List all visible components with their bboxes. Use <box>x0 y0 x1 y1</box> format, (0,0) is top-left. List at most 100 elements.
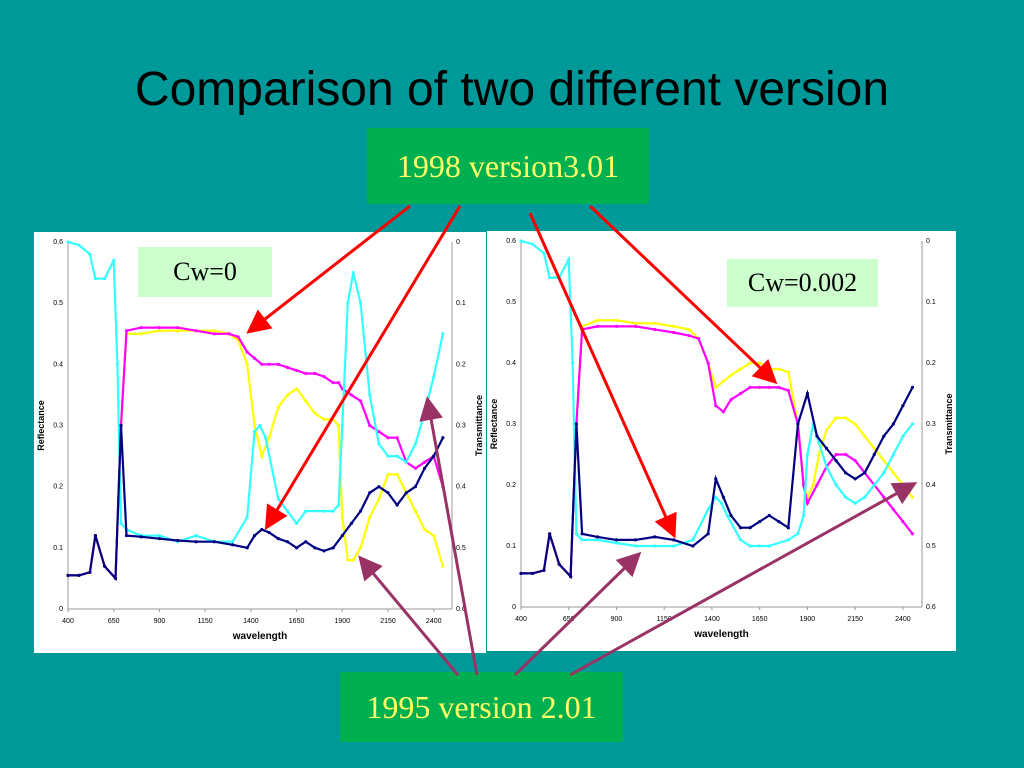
series-point-3 <box>230 543 235 547</box>
series-point-3 <box>824 446 829 450</box>
series-point-3 <box>891 422 895 426</box>
series-point-0 <box>891 471 895 475</box>
chart-cw0: 400 650 900 1150 1400 1650 1900 2150 2400 0 0.1 0.2… <box>36 239 484 642</box>
series-point-1 <box>706 361 710 365</box>
series-point-1 <box>395 436 399 440</box>
series-point-1 <box>805 501 810 505</box>
series-point-0 <box>824 428 829 432</box>
series-point-1 <box>422 460 427 464</box>
chart-panel-cw0: 400 650 900 1150 1400 1650 1900 2150 2400 0 0.1 0.2… <box>34 232 486 653</box>
series-point-3 <box>441 436 445 440</box>
series-point-3 <box>124 534 129 538</box>
series-point-2 <box>263 436 268 440</box>
series-point-2 <box>93 277 98 281</box>
series-point-0 <box>672 324 676 328</box>
series-point-3 <box>872 452 876 457</box>
series-point-1 <box>139 326 143 330</box>
series-point-2 <box>245 515 249 519</box>
version-1998-label: 1998 version3.01 <box>367 128 649 204</box>
series-point-1 <box>176 326 180 330</box>
series-point-0 <box>351 558 355 562</box>
series-point-0 <box>139 332 143 336</box>
series-point-2 <box>519 239 523 243</box>
series-point-0 <box>340 515 344 519</box>
series-point-1 <box>853 459 857 463</box>
series-point-3 <box>119 423 123 428</box>
series-point-1 <box>413 466 418 470</box>
y2-tick-label: 0 <box>926 238 930 245</box>
series-point-3 <box>721 495 726 499</box>
series-point-3 <box>260 527 264 532</box>
series-point-0 <box>614 318 619 322</box>
series-point-2 <box>595 538 599 542</box>
series-point-0 <box>260 454 264 458</box>
x-tick-label: 1400 <box>704 616 720 623</box>
series-point-2 <box>834 483 838 487</box>
series-point-2 <box>910 422 915 426</box>
series-point-2 <box>719 501 724 505</box>
series-point-1 <box>212 332 216 336</box>
y-axis-label: Reflectance <box>489 399 499 450</box>
series-point-1 <box>748 385 752 389</box>
series-point-3 <box>331 546 335 550</box>
series-point-3 <box>595 535 599 539</box>
series-point-3 <box>910 385 915 389</box>
series-point-2 <box>358 301 363 305</box>
slide-title: Comparison of two different version <box>134 63 890 116</box>
series-point-3 <box>901 404 905 408</box>
series-point-1 <box>252 356 257 360</box>
series-point-3 <box>285 540 290 544</box>
series-point-0 <box>817 452 821 457</box>
x-tick-label: 650 <box>563 616 575 623</box>
series-point-2 <box>157 534 162 538</box>
series-point-3 <box>368 491 372 495</box>
series-point-3 <box>413 485 418 489</box>
series-point-3 <box>834 459 838 463</box>
series-point-2 <box>337 503 341 507</box>
series-point-2 <box>570 361 575 365</box>
series-point-1 <box>236 335 240 339</box>
series-point-1 <box>358 399 363 403</box>
series-point-3 <box>66 573 70 577</box>
series-point-3 <box>530 571 535 576</box>
series-point-2 <box>725 513 729 518</box>
y-tick-label: 0.6 <box>53 239 63 246</box>
cw0002-annotation: Cw=0.002 <box>727 259 878 307</box>
series-point-0 <box>811 483 815 487</box>
series-point-3 <box>157 537 162 541</box>
series-point-2 <box>432 374 436 379</box>
series-point-2 <box>802 513 806 518</box>
series-point-3 <box>542 568 546 572</box>
series-point-0 <box>176 329 180 333</box>
series-point-2 <box>322 509 326 513</box>
x-tick-label: 1900 <box>334 618 350 625</box>
series-point-0 <box>245 362 249 366</box>
series-point-0 <box>882 459 886 463</box>
series-point-2 <box>395 454 399 458</box>
series-point-1 <box>349 393 354 397</box>
series-point-3 <box>844 471 848 475</box>
series-point-1 <box>322 374 326 379</box>
series-point-2 <box>691 538 695 542</box>
series-point-2 <box>614 541 619 545</box>
series-point-0 <box>441 564 445 568</box>
series-point-2 <box>230 540 235 544</box>
series-point-2 <box>796 532 800 536</box>
series-point-1 <box>767 385 771 389</box>
x-tick-label: 1150 <box>198 618 213 625</box>
x-tick-label: 2150 <box>847 616 863 623</box>
series-point-2 <box>112 258 116 262</box>
series-point-0 <box>633 321 638 325</box>
series-point-3 <box>422 466 427 470</box>
series-point-1 <box>294 368 299 373</box>
series-point-0 <box>386 472 390 477</box>
series-point-0 <box>687 327 691 332</box>
series-point-2 <box>542 251 546 255</box>
series-point-3 <box>574 422 578 426</box>
arrow-1995-to-right-navy <box>513 551 642 677</box>
y-tick-label: 0.5 <box>506 299 516 306</box>
series-point-3 <box>267 530 271 535</box>
series-point-2 <box>404 460 408 464</box>
series-point-0 <box>738 367 743 371</box>
